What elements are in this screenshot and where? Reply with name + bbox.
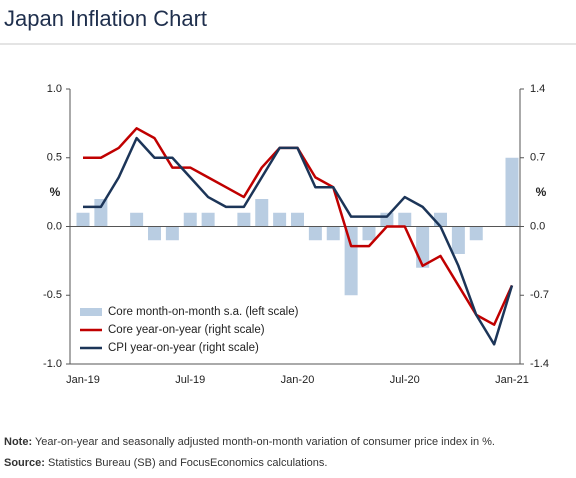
source: Source: Statistics Bureau (SB) and Focus… <box>4 457 327 469</box>
y-tick-label: -1.0 <box>43 358 62 370</box>
x-tick-label: Jan-21 <box>495 374 529 386</box>
y-tick-label: -0.5 <box>43 289 62 301</box>
bar <box>183 212 197 227</box>
bar <box>273 212 287 227</box>
bar <box>416 226 430 268</box>
y2-tick-label: 1.4 <box>530 83 545 95</box>
chart: Japan Inflation Chart % % 1.0 0.5 0.0 -0.5 -… <box>0 6 576 386</box>
bar <box>362 226 376 241</box>
source-text: Statistics Bureau (SB) and FocusEconomic… <box>48 457 328 469</box>
legend-label: CPI year-on-year (right scale) <box>108 342 259 354</box>
chart-title: Japan Inflation Chart <box>4 6 207 31</box>
note-text: Year-on-year and seasonally adjusted mon… <box>34 436 495 448</box>
legend-swatch <box>80 308 102 316</box>
bar <box>398 212 412 227</box>
line <box>83 136 514 346</box>
note: Note: Year-on-year and seasonally adjust… <box>4 436 495 448</box>
note-label: Note: <box>4 436 33 448</box>
bar <box>76 212 90 227</box>
y-tick-label: 1.0 <box>47 83 62 95</box>
bar <box>434 212 447 227</box>
x-tick-label: Jul-19 <box>175 374 205 386</box>
x-tick-label: Jan-19 <box>66 374 100 386</box>
bar <box>469 226 483 241</box>
bar <box>451 226 465 254</box>
y2-tick-label: -0.7 <box>530 289 549 301</box>
y2-tick-label: 0.7 <box>530 152 545 164</box>
y2-axis-label: % <box>536 185 547 199</box>
bar <box>380 212 394 227</box>
y-tick-label: 0.5 <box>47 152 62 164</box>
bar <box>308 226 322 241</box>
bar <box>94 199 108 227</box>
y2-tick-label: -1.4 <box>530 358 549 370</box>
source-label: Source: <box>4 457 45 469</box>
bar <box>237 212 251 227</box>
bar <box>201 212 215 227</box>
y-axis-label: % <box>50 185 61 199</box>
bar <box>130 212 144 227</box>
y-tick-label: 0.0 <box>47 220 62 232</box>
bar <box>505 157 519 227</box>
x-tick-label: Jul-20 <box>390 374 420 386</box>
bar <box>255 199 269 227</box>
bar <box>326 226 340 241</box>
bar <box>344 226 358 296</box>
y2-tick-label: 0.0 <box>530 220 545 232</box>
bar <box>148 226 161 241</box>
legend-label: Core month-on-month s.a. (left scale) <box>108 306 299 318</box>
legend-label: Core year-on-year (right scale) <box>108 324 265 336</box>
bar <box>291 212 304 227</box>
bar <box>165 226 179 241</box>
x-tick-label: Jan-20 <box>281 374 315 386</box>
